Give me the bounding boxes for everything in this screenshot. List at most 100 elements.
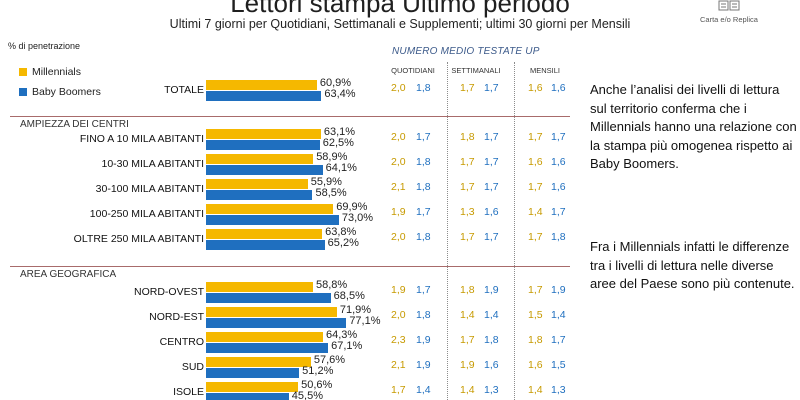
row-label: OLTRE 250 MILA ABITANTI (73, 233, 204, 245)
table-cell-millennials: 1,6 (528, 156, 543, 168)
table-cell-millennials: 1,4 (460, 384, 475, 396)
data-label-baby-boomers: 58,5% (315, 187, 347, 199)
row-label: TOTALE (164, 84, 204, 96)
table-cell-baby-boomers: 1,6 (551, 181, 566, 193)
table-cell-baby-boomers: 1,4 (416, 384, 431, 396)
table-cell-millennials: 2,0 (391, 309, 406, 321)
table-cell-baby-boomers: 1,6 (484, 359, 499, 371)
data-label-millennials: 58,8% (316, 279, 348, 291)
table-cell-baby-boomers: 1,3 (551, 384, 566, 396)
page-subtitle: Ultimi 7 giorni per Quotidiani, Settiman… (169, 17, 631, 31)
legend-swatch-millennials (19, 68, 27, 76)
table-cell-baby-boomers: 1,8 (416, 156, 431, 168)
data-label-baby-boomers: 65,2% (327, 237, 359, 249)
bar-millennials (206, 80, 317, 90)
data-label-baby-boomers: 62,5% (322, 137, 354, 149)
row-label: SUD (181, 361, 204, 373)
table-cell-baby-boomers: 1,8 (416, 82, 431, 94)
table-cell-millennials: 1,8 (460, 284, 475, 296)
table-cell-baby-boomers: 1,7 (484, 82, 499, 94)
table-cell-millennials: 2,0 (391, 156, 406, 168)
table-cell-millennials: 1,7 (460, 231, 475, 243)
table-cell-millennials: 1,7 (528, 284, 543, 296)
table-cell-millennials: 2,3 (391, 334, 406, 346)
table-cell-millennials: 2,0 (391, 131, 406, 143)
section-title-area: AREA GEOGRAFICA (20, 269, 117, 280)
y-axis-label: % di penetrazione (8, 41, 81, 51)
section-rule (10, 116, 570, 117)
data-label-baby-boomers: 73,0% (341, 212, 374, 224)
row-label: 100-250 MILA ABITANTI (89, 208, 204, 220)
table-cell-millennials: 1,7 (460, 181, 475, 193)
data-label-baby-boomers: 63,4% (324, 88, 356, 100)
bar-baby-boomers (206, 318, 347, 328)
table-cell-millennials: 1,6 (528, 359, 543, 371)
bar-millennials (206, 282, 314, 292)
row-label: NORD-OVEST (133, 286, 204, 298)
row-label: 30-100 MILA ABITANTI (95, 183, 204, 195)
bar-millennials (206, 179, 308, 189)
bar-millennials (206, 229, 323, 239)
data-label-millennials: 58,9% (316, 151, 348, 163)
table-cell-baby-boomers: 1,7 (484, 131, 499, 143)
note-paragraph-1: Anche l’analisi dei livelli di lettura s… (590, 82, 797, 171)
newspaper-icon (718, 0, 740, 11)
legend-millennials: Millennials (19, 66, 81, 78)
row-label: 10-30 MILA ABITANTI (101, 158, 204, 170)
table-cell-baby-boomers: 1,7 (484, 231, 499, 243)
table-cell-millennials: 2,1 (391, 181, 406, 193)
table-cell-millennials: 2,0 (391, 231, 406, 243)
table-cell-millennials: 1,7 (528, 131, 543, 143)
table-cell-millennials: 1,9 (391, 206, 406, 218)
table-cell-baby-boomers: 1,7 (551, 206, 566, 218)
table-cell-baby-boomers: 1,8 (484, 334, 499, 346)
data-label-baby-boomers: 64,1% (325, 162, 357, 174)
table-cell-millennials: 1,7 (528, 231, 543, 243)
bar-baby-boomers (206, 343, 329, 353)
table-cell-millennials: 1,8 (460, 131, 475, 143)
bar-baby-boomers (206, 293, 331, 303)
table-cell-millennials: 1,9 (460, 359, 475, 371)
bar-millennials (206, 154, 314, 164)
bar-millennials (206, 204, 334, 214)
table-cell-baby-boomers: 1,4 (484, 309, 499, 321)
bar-millennials (206, 307, 337, 317)
data-label-baby-boomers: 77,1% (349, 315, 381, 327)
data-label-millennials: 63,1% (323, 126, 356, 138)
bar-baby-boomers (206, 240, 325, 250)
data-label-baby-boomers: 45,5% (291, 390, 323, 400)
table-cell-millennials: 1,7 (460, 82, 475, 94)
table-cell-baby-boomers: 1,7 (484, 156, 499, 168)
table-cell-baby-boomers: 1,9 (484, 284, 499, 296)
table-cell-baby-boomers: 1,7 (551, 131, 566, 143)
bar-baby-boomers (206, 91, 322, 101)
section-title-ampiezza: AMPIEZZA DEI CENTRI (20, 119, 129, 130)
section-rule (10, 266, 570, 267)
row-label: ISOLE (173, 386, 204, 398)
table-cell-millennials: 1,4 (460, 309, 475, 321)
bar-baby-boomers (206, 165, 323, 175)
table-cell-baby-boomers: 1,7 (416, 131, 431, 143)
column-separator (447, 62, 448, 400)
table-cell-millennials: 1,5 (528, 309, 543, 321)
column-separator (514, 62, 515, 400)
table-cell-millennials: 2,1 (391, 359, 406, 371)
table-cell-millennials: 1,7 (391, 384, 406, 396)
bar-millennials (206, 357, 311, 367)
table-cell-baby-boomers: 1,9 (551, 284, 566, 296)
table-cell-baby-boomers: 1,8 (416, 181, 431, 193)
bar-baby-boomers (206, 140, 320, 150)
data-label-baby-boomers: 68,5% (333, 290, 365, 302)
data-label-millennials: 71,9% (339, 304, 372, 316)
data-label-millennials: 57,6% (313, 354, 346, 366)
table-cell-millennials: 1,7 (528, 181, 543, 193)
corner-label: Carta e/o Replica (700, 15, 758, 24)
col-head-quotidiani: QUOTIDIANI (391, 66, 435, 75)
table-cell-millennials: 1,7 (460, 334, 475, 346)
bar-baby-boomers (206, 190, 313, 200)
note-paragraph-2: Fra i Millennials infatti le differenze … (590, 239, 795, 291)
table-title: NUMERO MEDIO TESTATE UP (392, 46, 540, 57)
data-label-millennials: 69,9% (336, 201, 368, 213)
bar-baby-boomers (206, 393, 289, 400)
table-cell-millennials: 2,0 (391, 82, 406, 94)
